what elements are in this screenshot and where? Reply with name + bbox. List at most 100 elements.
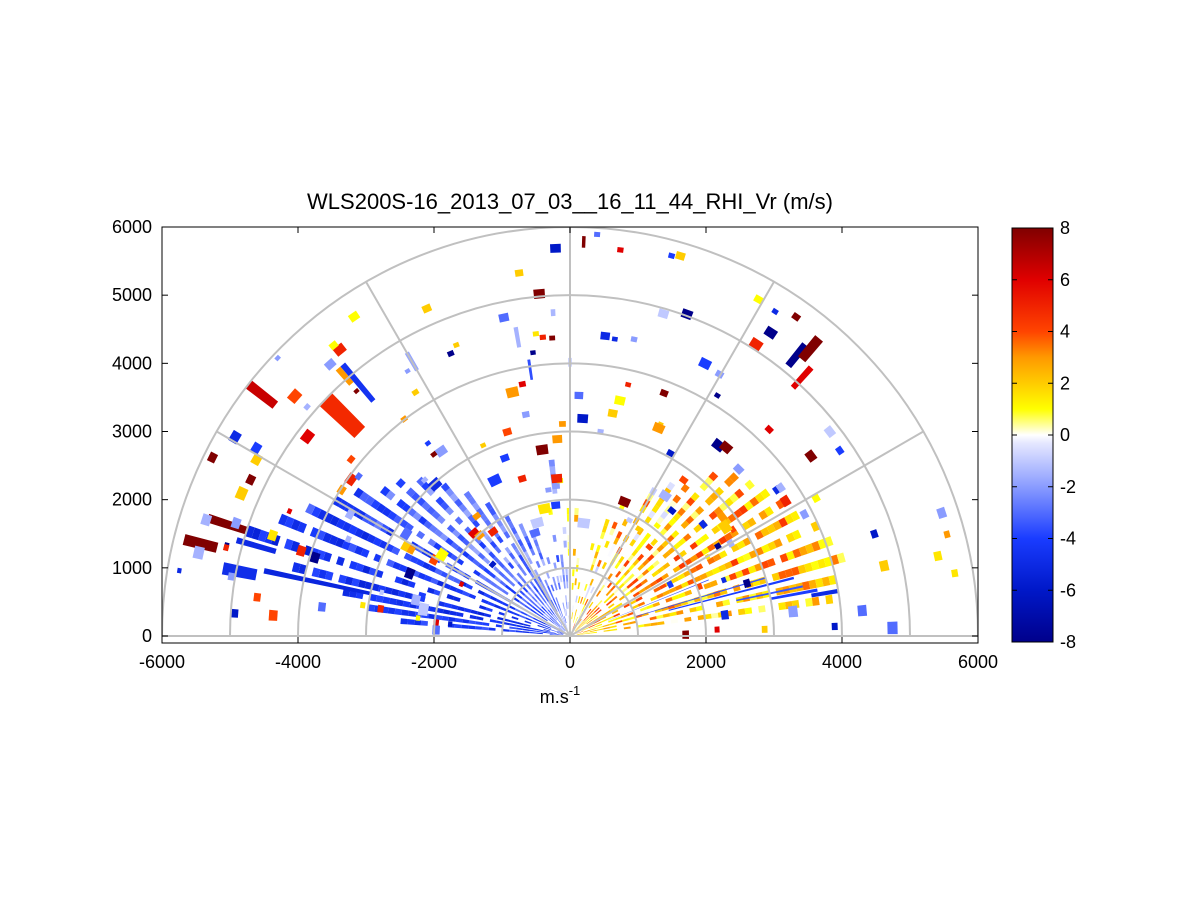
azimuth-spoke-60 <box>569 281 775 637</box>
colorbar-tick-label: 6 <box>1060 270 1070 290</box>
range-gate-cell <box>676 610 684 616</box>
range-gate-cell <box>412 511 422 521</box>
range-gate-cell <box>445 537 454 546</box>
range-gate-cell <box>574 626 580 632</box>
colorbar-tick-label: -2 <box>1060 477 1076 497</box>
range-gate-cell <box>423 520 433 530</box>
isolated-return <box>415 615 421 621</box>
range-gate-cell <box>387 607 396 615</box>
range-gate-cell <box>771 572 781 582</box>
range-gate-cell <box>559 575 563 583</box>
range-gate-cell <box>342 521 352 533</box>
range-gate-cell <box>518 523 525 531</box>
isolated-return <box>420 476 429 484</box>
range-gate-cell <box>387 511 398 521</box>
isolated-return <box>574 391 584 400</box>
range-gate-cell <box>651 504 660 514</box>
range-gate-cell <box>353 487 364 499</box>
beam-15 <box>440 482 566 631</box>
range-gate-cell <box>488 551 496 559</box>
range-gate-cell <box>689 607 697 613</box>
isolated-return <box>624 381 632 388</box>
range-gate-cell <box>472 558 481 567</box>
range-gate-cell <box>775 498 786 510</box>
range-gate-cell <box>647 554 655 562</box>
x-tick-label: -4000 <box>275 652 321 672</box>
range-gate-cell <box>603 626 610 630</box>
range-gate-cell <box>481 598 489 605</box>
range-gate-cell <box>498 611 506 616</box>
range-gate-cell <box>622 578 630 585</box>
range-gate-cell <box>381 507 392 517</box>
range-gate-cell <box>595 623 603 628</box>
isolated-return <box>823 425 837 439</box>
range-gate-cell <box>557 582 561 590</box>
range-gate-cell <box>635 543 643 552</box>
range-gate-cell <box>499 525 507 533</box>
range-gate-cell <box>475 621 483 626</box>
isolated-return <box>411 388 420 397</box>
range-gate-cell <box>535 612 543 618</box>
chart-title: WLS200S-16_2013_07_03__16_11_44_RHI_Vr (… <box>307 189 833 214</box>
range-gate-cell <box>523 594 531 601</box>
isolated-return <box>626 516 634 524</box>
range-gate-cell <box>541 616 548 622</box>
velocity-segment-20 <box>790 365 814 390</box>
range-gate-cell <box>557 631 564 634</box>
range-gate-cell <box>405 487 416 498</box>
isolated-return <box>550 501 561 510</box>
isolated-return <box>472 511 482 521</box>
range-gate-cell <box>677 573 686 581</box>
range-gate-cell <box>652 560 660 568</box>
range-gate-cell <box>376 503 387 514</box>
isolated-return <box>831 622 838 631</box>
range-gate-cell <box>521 577 528 585</box>
range-gate-cell <box>537 591 543 598</box>
range-gate-cell <box>510 588 518 595</box>
range-gate-cell <box>549 608 555 615</box>
range-gate-cell <box>552 576 556 584</box>
beam-6 <box>575 582 581 603</box>
beam-9 <box>546 557 567 623</box>
range-gate-cell <box>623 569 631 577</box>
range-gate-cell <box>766 558 776 567</box>
range-gate-cell <box>317 509 328 521</box>
velocity-segment-0 <box>581 236 586 248</box>
range-gate-cell <box>420 620 428 626</box>
range-gate-cell <box>610 628 618 631</box>
range-gate-cell <box>510 542 518 551</box>
range-gate-cell <box>512 557 520 566</box>
range-gate-cell <box>749 496 760 507</box>
beam-11 <box>518 523 568 630</box>
range-gate-cell <box>531 620 539 624</box>
range-gate-cell <box>550 599 555 607</box>
range-gate-cell <box>493 566 501 574</box>
range-gate-cell <box>525 565 532 574</box>
range-gate-cell <box>596 626 603 629</box>
range-gate-cell <box>591 615 598 621</box>
range-gate-cell <box>785 550 795 561</box>
range-gate-cell <box>613 537 620 545</box>
isolated-return <box>403 566 416 580</box>
range-gate-cell <box>522 586 529 593</box>
range-gate-cell <box>531 596 538 603</box>
range-gate-cell <box>629 599 637 605</box>
range-gate-cell <box>527 557 533 565</box>
isolated-return <box>607 408 618 418</box>
range-gate-cell <box>576 557 580 565</box>
range-gate-cell <box>444 602 452 609</box>
range-gate-cell <box>637 563 645 571</box>
range-gate-cell <box>672 512 682 522</box>
range-gate-cell <box>445 506 454 516</box>
range-gate-cell <box>580 622 586 628</box>
range-gate-cell <box>421 501 431 511</box>
y-tick-label: 4000 <box>112 353 152 373</box>
range-gate-cell <box>631 604 639 610</box>
range-gate-cell <box>489 619 497 623</box>
range-gate-cell <box>651 570 660 578</box>
range-gate-cell <box>611 609 619 615</box>
range-gate-cell <box>468 593 477 600</box>
range-gate-cell <box>605 589 612 597</box>
range-gate-cell <box>454 624 462 629</box>
range-gate-cell <box>801 581 811 591</box>
